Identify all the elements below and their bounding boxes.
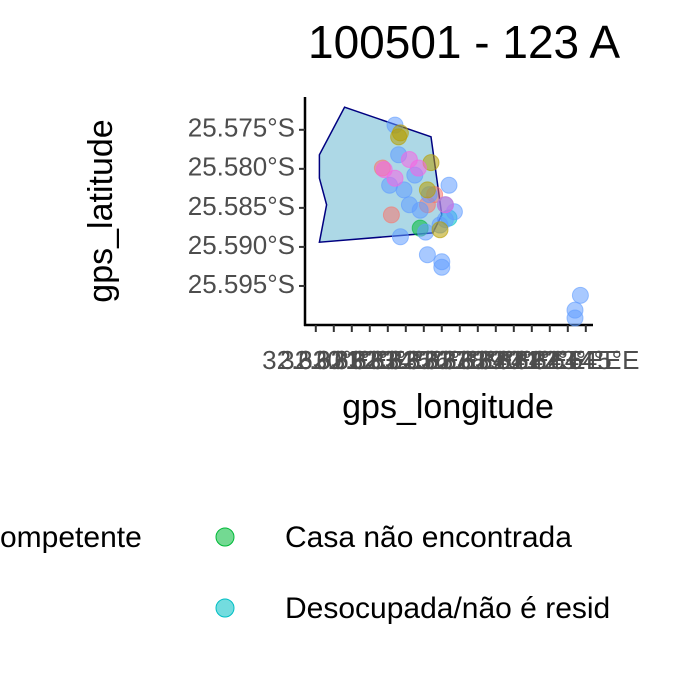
x-tick-label: 32.632°E: [298, 345, 405, 375]
legend-marker: [215, 527, 235, 547]
point: [382, 206, 400, 224]
point: [431, 221, 449, 239]
x-tick-label: 32.640°E: [442, 345, 549, 375]
chart-title: 100501 - 123 A: [308, 16, 620, 68]
y-tick-label: 25.590°S: [188, 230, 295, 260]
x-tick-label: 32.634°E: [334, 345, 441, 375]
legend-label: Casa não encontrada: [285, 521, 572, 554]
y-tick-label: 25.595°S: [188, 269, 295, 299]
point: [571, 286, 589, 304]
y-tick-label: 25.575°S: [188, 113, 295, 143]
x-tick-label: 32.633°E: [316, 345, 423, 375]
x-tick-label: 32.636°E: [370, 345, 477, 375]
y-axis-title: gps_latitude: [82, 119, 120, 302]
x-tick-label: 32.635°E: [352, 345, 459, 375]
x-tick-label: 32.643°E: [496, 345, 603, 375]
point: [409, 159, 427, 177]
y-tick-label: 25.580°S: [188, 152, 295, 182]
point: [433, 258, 451, 276]
x-tick-label: 32.639°E: [424, 345, 531, 375]
point: [418, 246, 436, 264]
x-tick-label: 32.638°E: [406, 345, 513, 375]
y-tick-label: 25.585°S: [188, 191, 295, 221]
point: [386, 169, 404, 187]
point: [417, 223, 435, 241]
x-tick-label: 32.644°E: [514, 345, 621, 375]
point: [436, 196, 454, 214]
point: [395, 181, 413, 199]
x-tick-label: 32.631°E: [280, 345, 387, 375]
x-tick-label: 32.637°E: [388, 345, 495, 375]
x-tick-label: 32.642°E: [478, 345, 585, 375]
x-tick-label: 32.641°E: [460, 345, 567, 375]
x-axis-title: gps_longitude: [342, 388, 554, 426]
point: [440, 176, 458, 194]
legend-label: ompetente: [0, 521, 142, 554]
point: [390, 128, 408, 146]
point: [566, 309, 584, 327]
point: [391, 228, 409, 246]
legend-marker: [215, 598, 235, 618]
x-tick-label: 32.645°E: [532, 345, 639, 375]
point: [418, 181, 436, 199]
legend-label: Desocupada/não é resid: [285, 592, 610, 625]
x-tick-label: 32.630°E: [262, 345, 369, 375]
point: [411, 201, 429, 219]
